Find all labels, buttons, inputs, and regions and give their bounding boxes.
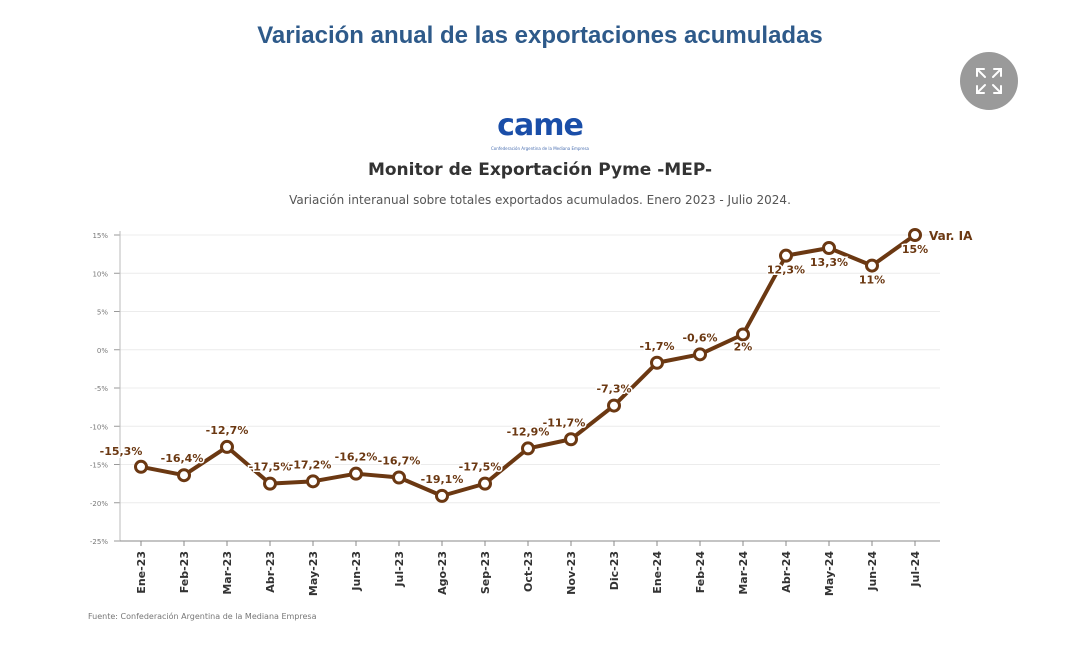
x-tick-label: Jul-23 <box>393 551 406 588</box>
x-tick-label: Feb-24 <box>694 551 707 594</box>
data-label: -12,9% <box>507 425 550 438</box>
data-label: -0,6% <box>682 331 717 344</box>
chart-subtitle: Variación interanual sobre totales expor… <box>289 193 791 207</box>
data-point <box>564 432 578 447</box>
x-tick-label: Mar-24 <box>737 551 750 595</box>
y-tick-label: -20% <box>90 500 108 508</box>
data-label: 13,3% <box>810 256 848 269</box>
data-label: -11,7% <box>543 416 586 429</box>
data-point <box>220 439 234 454</box>
data-label: -16,4% <box>161 452 204 465</box>
data-label: 12,3% <box>767 264 805 277</box>
page-title: Variación anual de las exportaciones acu… <box>257 22 823 49</box>
data-point <box>263 476 277 491</box>
data-point <box>478 476 492 491</box>
data-label: -16,2% <box>335 451 378 464</box>
x-tick-label: May-24 <box>823 551 836 596</box>
data-label: 2% <box>734 340 753 353</box>
chart-series: -15,3%-16,4%-12,7%-17,5%-17,2%-16,2% -16,… <box>98 228 973 503</box>
y-tick-label: -15% <box>90 462 108 470</box>
data-point <box>521 441 535 456</box>
source-note: Fuente: Confederación Argentina de la Me… <box>88 612 317 621</box>
data-point <box>693 347 707 362</box>
x-tick-label: Abr-24 <box>780 551 793 593</box>
x-tick-label: Nov-23 <box>565 551 578 595</box>
series-name-label: Var. IA <box>929 229 973 243</box>
logo-tagline: Confederación Argentina de la Mediana Em… <box>491 146 589 151</box>
x-tick-label: Sep-23 <box>479 551 492 594</box>
data-label: -12,7% <box>206 424 249 437</box>
data-label: -19,1% <box>421 473 464 486</box>
data-point <box>392 470 406 485</box>
x-tick-label: May-23 <box>307 551 320 596</box>
data-label: 11% <box>859 274 885 287</box>
y-tick-label: 5% <box>97 309 108 317</box>
expand-icon <box>976 68 1002 94</box>
came-logo: came Confederación Argentina de la Media… <box>490 108 590 158</box>
data-point <box>349 466 363 481</box>
data-point <box>822 241 836 256</box>
x-tick-label: Jun-23 <box>350 551 363 592</box>
x-tick-label: Mar-23 <box>221 551 234 595</box>
x-tick-label: Jun-24 <box>866 551 879 592</box>
data-point <box>306 474 320 489</box>
data-label: -7,3% <box>596 383 631 396</box>
data-label: -16,7% <box>378 455 421 468</box>
y-tick-label: 10% <box>92 270 108 278</box>
x-tick-label: Dic-23 <box>608 551 621 590</box>
x-tick-label: Ago-23 <box>436 551 449 595</box>
y-tick-label: -25% <box>90 538 108 546</box>
data-point <box>779 248 793 263</box>
data-point <box>736 327 750 342</box>
data-point <box>865 258 879 273</box>
data-point <box>177 468 191 483</box>
x-tick-label: Oct-23 <box>522 551 535 592</box>
x-tick-label: Jul-24 <box>909 551 922 588</box>
y-tick-label: -10% <box>90 423 108 431</box>
chart-grid <box>120 234 940 542</box>
data-point <box>650 355 664 370</box>
data-point <box>435 488 449 503</box>
chart-title: Monitor de Exportación Pyme -MEP- <box>367 160 713 180</box>
y-tick-label: -5% <box>94 385 108 393</box>
y-tick-label: 0% <box>97 347 108 355</box>
x-tick-label: Ene-23 <box>135 551 148 594</box>
logo-text: came <box>497 108 584 143</box>
x-tick-label: Feb-23 <box>178 551 191 593</box>
y-tick-label: 15% <box>92 232 108 240</box>
data-point <box>607 398 621 413</box>
data-label: -15,3% <box>100 445 143 458</box>
chart-axes: 15% 10% 5% 0% -5% -10% -15% -20% -25% Ene-23 Feb-2… <box>90 231 940 596</box>
x-tick-label: Abr-23 <box>264 551 277 593</box>
data-label: -17,2% <box>289 458 332 471</box>
x-tick-label: Ene-24 <box>651 551 664 594</box>
data-label: -17,5% <box>249 461 292 474</box>
data-label: 15% <box>902 243 928 256</box>
expand-button[interactable] <box>960 52 1018 110</box>
data-label: -17,5% <box>459 461 502 474</box>
data-label: -1,7% <box>639 340 674 353</box>
data-point <box>908 228 922 242</box>
data-point <box>134 459 148 474</box>
